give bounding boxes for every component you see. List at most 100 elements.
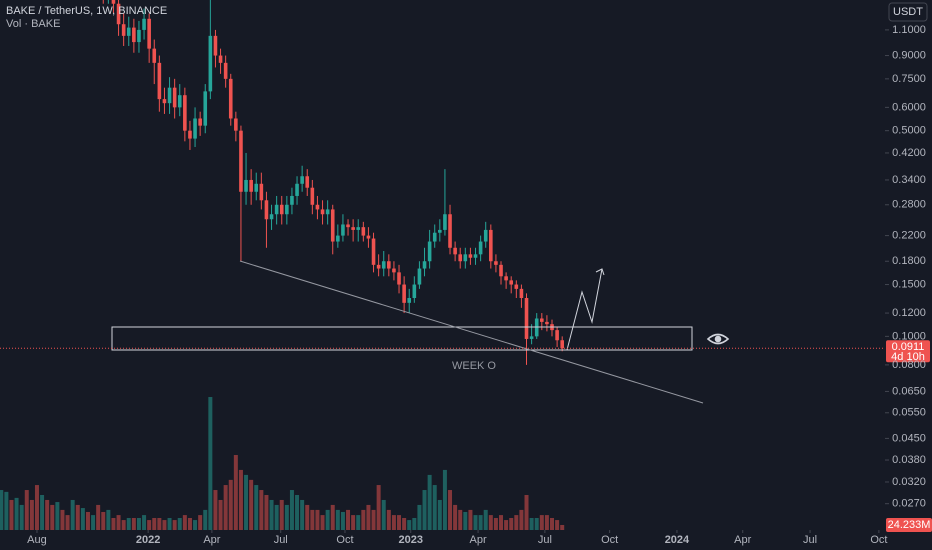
volume-bar bbox=[111, 517, 116, 530]
last-price-label: 0.0911 bbox=[892, 341, 925, 353]
volume-bar bbox=[177, 517, 182, 530]
volume-bar bbox=[550, 517, 555, 530]
volume-bar bbox=[499, 515, 504, 530]
volume-bar bbox=[157, 517, 162, 530]
currency-button[interactable] bbox=[888, 2, 928, 22]
candle-body bbox=[489, 229, 493, 262]
volume-bar bbox=[407, 520, 412, 530]
candle-body bbox=[188, 130, 192, 139]
x-tick-label: Aug bbox=[27, 534, 47, 546]
candle-body bbox=[315, 204, 320, 210]
volume-bar bbox=[259, 490, 264, 530]
candle-body bbox=[387, 261, 391, 269]
y-tick-label: 0.1000 bbox=[892, 330, 926, 342]
x-tick-label: Jul bbox=[803, 534, 817, 546]
candle-body bbox=[371, 238, 376, 265]
currency-label[interactable]: USDT bbox=[893, 6, 923, 18]
candle-body bbox=[407, 298, 412, 303]
candle-body bbox=[274, 204, 279, 215]
candle-body bbox=[213, 35, 218, 56]
volume-bar bbox=[483, 509, 488, 530]
candle-body bbox=[432, 232, 437, 242]
volume-bar bbox=[315, 509, 320, 530]
volume-bar bbox=[162, 520, 167, 530]
candle-body bbox=[320, 209, 325, 215]
volume-bar bbox=[223, 485, 228, 530]
y-tick-label: 0.1800 bbox=[892, 255, 926, 267]
eye-icon[interactable] bbox=[706, 333, 730, 345]
candle-body bbox=[504, 276, 508, 281]
last-price-box bbox=[886, 340, 930, 363]
volume-bar bbox=[106, 509, 111, 530]
candle-body bbox=[330, 209, 335, 242]
x-tick-label: Oct bbox=[870, 534, 887, 546]
volume-bar bbox=[70, 499, 75, 530]
candle-body bbox=[494, 261, 498, 265]
candle-body bbox=[356, 227, 361, 230]
volume-bar bbox=[249, 479, 254, 530]
volume-title: Vol · BAKE bbox=[6, 18, 60, 30]
volume-bar bbox=[529, 517, 534, 530]
candle-body bbox=[529, 336, 534, 339]
candle-body bbox=[290, 195, 294, 205]
candle-body bbox=[438, 229, 442, 233]
volume-bar bbox=[366, 504, 371, 530]
volume-bar bbox=[182, 515, 187, 530]
x-tick-label: Jul bbox=[538, 534, 552, 546]
volume-bar bbox=[346, 509, 351, 530]
trend-line bbox=[239, 260, 704, 404]
volume-bar bbox=[9, 499, 14, 530]
candle-body bbox=[183, 95, 187, 131]
candle-body bbox=[514, 284, 519, 289]
volume-bar bbox=[60, 509, 65, 530]
y-tick-label: 1.1000 bbox=[892, 24, 926, 36]
candle-body bbox=[509, 280, 514, 285]
candle-body bbox=[111, 0, 116, 4]
volume-bar bbox=[560, 524, 565, 530]
volume-bar bbox=[325, 509, 330, 530]
candle-body bbox=[254, 183, 259, 192]
volume-bar bbox=[289, 490, 294, 530]
volume-bar bbox=[448, 490, 453, 530]
volume-bar bbox=[320, 515, 325, 530]
volume-bar bbox=[555, 520, 560, 530]
volume-bar bbox=[121, 520, 126, 530]
volume-bar bbox=[116, 515, 121, 530]
candle-body bbox=[269, 214, 274, 220]
candle-body bbox=[458, 254, 463, 262]
candle-body bbox=[402, 284, 406, 303]
volume-bar bbox=[310, 509, 315, 530]
volume-bar bbox=[422, 490, 427, 530]
y-tick-label: 0.0650 bbox=[892, 385, 926, 397]
volume-bar bbox=[519, 509, 524, 530]
candle-body bbox=[228, 78, 233, 119]
annotation: WEEK O bbox=[452, 360, 496, 372]
volume-bar bbox=[50, 504, 55, 530]
y-tick-label: 0.0270 bbox=[892, 498, 926, 510]
candle-body bbox=[264, 200, 269, 220]
y-tick-label: 0.2200 bbox=[892, 230, 926, 242]
y-tick-label: 0.4200 bbox=[892, 147, 926, 159]
projection-arrowhead bbox=[595, 268, 605, 276]
volume-bar bbox=[193, 520, 198, 530]
volume-bar bbox=[539, 515, 544, 530]
volume-bar bbox=[228, 479, 233, 530]
volume-bar bbox=[524, 494, 529, 530]
candle-body bbox=[305, 176, 310, 188]
volume-bar bbox=[126, 517, 131, 530]
candle-body bbox=[162, 99, 167, 104]
candle-body bbox=[381, 261, 386, 269]
candle-body bbox=[336, 235, 340, 242]
volume-bar bbox=[172, 520, 177, 530]
y-tick-label: 0.0800 bbox=[892, 359, 926, 371]
volume-bar bbox=[29, 499, 34, 530]
candle-body bbox=[555, 330, 559, 341]
candle-body bbox=[121, 24, 126, 36]
candle-body bbox=[448, 214, 452, 248]
volume-bar bbox=[269, 499, 274, 530]
volume-bar bbox=[504, 520, 509, 530]
volume-bar bbox=[131, 517, 136, 530]
candle-body bbox=[249, 179, 253, 192]
volume-bar bbox=[218, 499, 223, 530]
